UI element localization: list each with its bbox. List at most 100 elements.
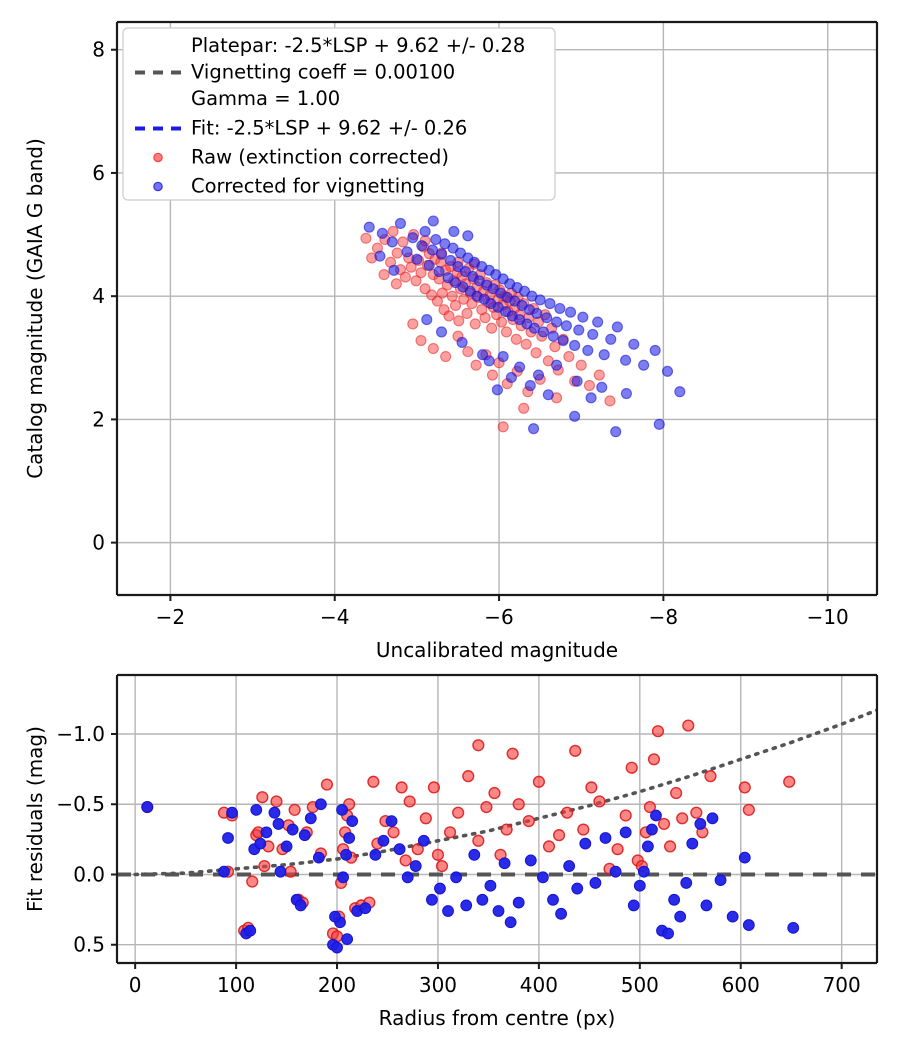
data-point xyxy=(628,338,640,350)
y-tick-label: 4 xyxy=(92,284,105,308)
data-point xyxy=(510,333,522,345)
data-point xyxy=(407,318,419,330)
data-point xyxy=(419,812,432,825)
legend-entry-fit[interactable]: Fit: -2.5*LSP + 9.62 +/- 0.26 xyxy=(135,117,467,140)
data-point xyxy=(500,326,513,338)
data-point xyxy=(479,312,491,324)
data-point xyxy=(518,402,530,414)
data-point xyxy=(340,848,353,861)
data-point xyxy=(401,246,413,258)
data-point xyxy=(547,330,559,342)
data-point xyxy=(564,306,577,318)
x-tick-label: 0 xyxy=(129,973,142,997)
data-layer xyxy=(360,215,686,438)
data-point xyxy=(569,339,581,352)
data-point xyxy=(363,221,375,233)
data-point xyxy=(542,840,556,853)
data-point xyxy=(592,316,604,328)
data-point xyxy=(270,795,283,808)
data-point xyxy=(704,770,717,783)
data-point xyxy=(537,326,549,338)
data-point xyxy=(284,865,297,878)
y-tick-label: 0 xyxy=(92,531,105,555)
data-point xyxy=(620,354,632,366)
data-point xyxy=(560,320,572,332)
data-point xyxy=(694,818,707,830)
data-point xyxy=(416,240,428,252)
data-point xyxy=(486,322,498,334)
y-tick-label: 0.5 xyxy=(73,933,105,957)
data-point xyxy=(431,848,445,861)
data-point xyxy=(260,826,273,839)
data-point xyxy=(387,826,400,839)
data-point xyxy=(426,244,439,256)
data-point xyxy=(403,795,416,808)
data-point xyxy=(571,375,583,387)
data-point xyxy=(647,753,661,766)
y-axis-title: Catalog magnitude (GAIA G band) xyxy=(23,138,47,479)
data-point xyxy=(397,236,409,248)
axes-spines xyxy=(115,673,879,965)
data-point xyxy=(583,379,595,392)
data-point xyxy=(411,253,423,265)
data-point xyxy=(390,278,402,290)
data-point xyxy=(593,369,605,381)
y-tick-label: −1.0 xyxy=(56,722,105,746)
legend-entry-corrected[interactable]: Corrected for vignetting xyxy=(153,175,425,198)
data-point xyxy=(341,933,354,946)
data-point xyxy=(480,800,493,814)
data-point xyxy=(651,725,665,738)
data-point xyxy=(399,271,411,283)
data-point xyxy=(450,871,463,884)
x-tick-label: 400 xyxy=(520,973,558,997)
data-point xyxy=(542,389,554,401)
legend-background xyxy=(122,27,556,201)
data-point xyxy=(434,882,446,895)
data-point xyxy=(551,316,563,328)
data-point xyxy=(589,877,602,889)
data-point xyxy=(637,865,650,878)
data-point xyxy=(405,261,417,273)
fit-residuals-plot: 0 100 200 300 400 500 600 700 0.5 0.0 −0.5 −1.0 Radi… xyxy=(23,673,879,1030)
data-point xyxy=(627,899,640,912)
data-point xyxy=(577,311,589,323)
data-point xyxy=(497,351,509,363)
data-layer xyxy=(117,708,877,954)
data-point xyxy=(661,365,674,377)
data-point xyxy=(587,328,599,340)
x-tick-label: −8 xyxy=(649,605,678,629)
data-point xyxy=(222,832,234,844)
data-point xyxy=(512,798,525,811)
data-point xyxy=(690,806,703,819)
data-point xyxy=(386,236,398,248)
data-point xyxy=(555,907,567,920)
data-point xyxy=(714,874,727,887)
legend-entry-platepar[interactable]: Platepar: -2.5*LSP + 9.62 +/- 0.28 Vignet… xyxy=(135,34,525,110)
data-point xyxy=(395,781,408,794)
data-point xyxy=(504,916,517,929)
data-point xyxy=(446,290,458,302)
data-point xyxy=(646,823,658,836)
data-point xyxy=(700,899,713,912)
legend-label-platepar-1: Vignetting coeff = 0.00100 xyxy=(191,61,455,84)
data-point xyxy=(593,795,606,808)
data-point xyxy=(427,215,439,227)
data-point xyxy=(443,310,455,322)
legend-marker-dot xyxy=(153,152,163,163)
data-point xyxy=(268,806,281,819)
data-point xyxy=(367,775,380,788)
data-point xyxy=(411,843,424,856)
data-point xyxy=(453,315,465,327)
data-point xyxy=(563,860,576,872)
data-point xyxy=(495,316,508,328)
legend-entry-raw[interactable]: Raw (extinction corrected) xyxy=(153,146,449,169)
data-point xyxy=(682,719,695,732)
data-point xyxy=(258,859,271,873)
data-point xyxy=(670,786,683,800)
tick-group: −2 −4 −6 −8 −10 0 2 4 6 8 xyxy=(92,38,849,629)
data-point xyxy=(563,351,575,363)
data-point xyxy=(421,314,433,326)
data-point xyxy=(532,369,545,381)
data-point xyxy=(680,877,693,889)
